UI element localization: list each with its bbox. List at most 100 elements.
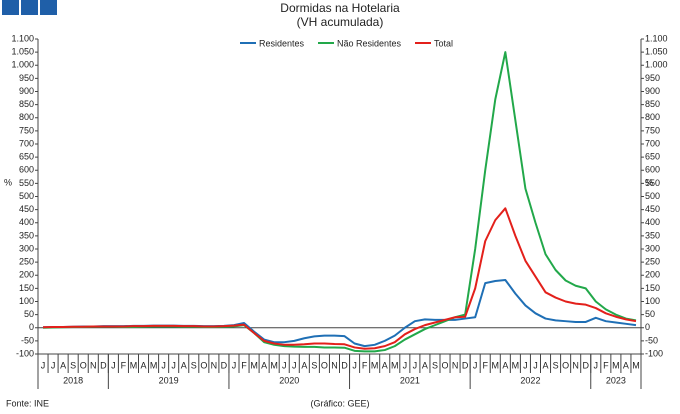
logo-square <box>21 0 38 15</box>
x-tick-label: M <box>492 360 500 370</box>
x-tick-label: M <box>371 360 379 370</box>
x-tick-label: F <box>482 360 488 370</box>
y-tick-label: 800 <box>19 112 34 122</box>
x-tick-label: J <box>232 360 237 370</box>
x-tick-label: J <box>352 360 357 370</box>
y2-axis-label: % <box>645 177 653 187</box>
y2-tick-label: 850 <box>645 99 660 109</box>
x-tick-label: A <box>181 360 187 370</box>
x-tick-label: M <box>150 360 158 370</box>
y-tick-label: 650 <box>19 152 34 162</box>
x-tick-label: D <box>221 360 228 370</box>
y2-tick-label: 50 <box>645 309 655 319</box>
x-tick-label: D <box>582 360 589 370</box>
y-tick-label: 500 <box>19 191 34 201</box>
x-tick-label: S <box>553 360 559 370</box>
x-tick-label: S <box>70 360 76 370</box>
x-tick-label: O <box>80 360 87 370</box>
y-tick-label: -50 <box>21 335 34 345</box>
y2-tick-label: 900 <box>645 86 660 96</box>
x-tick-label: D <box>341 360 348 370</box>
y2-tick-label: 950 <box>645 73 660 83</box>
y-tick-label: 400 <box>19 217 34 227</box>
x-tick-label: N <box>331 360 338 370</box>
x-tick-label: A <box>60 360 66 370</box>
y2-tick-label: 700 <box>645 138 660 148</box>
x-tick-label: M <box>130 360 138 370</box>
y-tick-label: 900 <box>19 86 34 96</box>
x-tick-label: N <box>211 360 218 370</box>
year-label: 2023 <box>606 375 626 385</box>
x-tick-label: A <box>141 360 147 370</box>
y2-tick-label: 400 <box>645 217 660 227</box>
series-line <box>42 207 637 350</box>
y-tick-label: 100 <box>19 296 34 306</box>
y2-tick-label: 100 <box>645 296 660 306</box>
x-tick-label: O <box>442 360 449 370</box>
y2-tick-label: 0 <box>645 322 650 332</box>
x-tick-label: A <box>301 360 307 370</box>
y-tick-label: 450 <box>19 204 34 214</box>
y-tick-label: 50 <box>24 309 34 319</box>
y-tick-label: 150 <box>19 283 34 293</box>
x-tick-label: M <box>391 360 399 370</box>
x-tick-label: S <box>311 360 317 370</box>
x-tick-label: A <box>422 360 428 370</box>
y-tick-label: 250 <box>19 257 34 267</box>
logo-square <box>40 0 57 15</box>
x-tick-label: N <box>452 360 459 370</box>
x-tick-label: S <box>191 360 197 370</box>
x-tick-label: F <box>603 360 609 370</box>
source: Fonte: INE <box>6 398 49 408</box>
y-tick-label: 550 <box>19 178 34 188</box>
year-label: 2019 <box>159 375 179 385</box>
y2-tick-label: 800 <box>645 112 660 122</box>
x-tick-label: J <box>533 360 538 370</box>
y2-tick-label: 350 <box>645 230 660 240</box>
chart-title: Dormidas na Hotelaria <box>280 1 400 15</box>
x-tick-label: D <box>100 360 107 370</box>
y2-tick-label: 750 <box>645 125 660 135</box>
x-tick-label: J <box>41 360 46 370</box>
x-tick-label: A <box>623 360 629 370</box>
x-tick-label: J <box>403 360 408 370</box>
y2-tick-label: 1.000 <box>645 60 668 70</box>
x-tick-label: J <box>523 360 528 370</box>
y2-tick-label: 1.100 <box>645 33 668 43</box>
year-label: 2020 <box>279 375 299 385</box>
y-tick-label: 600 <box>19 165 34 175</box>
y2-tick-label: 600 <box>645 165 660 175</box>
y-tick-label: 0 <box>29 322 34 332</box>
y-tick-label: -100 <box>16 348 34 358</box>
y-tick-label: 300 <box>19 243 34 253</box>
y2-tick-label: 450 <box>645 204 660 214</box>
y-tick-label: 700 <box>19 138 34 148</box>
y2-tick-label: 1.050 <box>645 47 668 57</box>
x-tick-label: O <box>321 360 328 370</box>
x-tick-label: N <box>572 360 579 370</box>
legend-label: Residentes <box>259 38 305 48</box>
x-tick-label: O <box>200 360 207 370</box>
y2-tick-label: 500 <box>645 191 660 201</box>
y2-tick-label: 200 <box>645 270 660 280</box>
y-tick-label: 350 <box>19 230 34 240</box>
y2-tick-label: 150 <box>645 283 660 293</box>
x-tick-label: F <box>241 360 247 370</box>
y-tick-label: 850 <box>19 99 34 109</box>
year-label: 2021 <box>400 375 420 385</box>
y-tick-label: 950 <box>19 73 34 83</box>
year-label: 2018 <box>63 375 83 385</box>
series-line <box>42 51 637 353</box>
x-tick-label: M <box>612 360 620 370</box>
y-tick-label: 1.100 <box>11 33 34 43</box>
y-tick-label: 1.050 <box>11 47 34 57</box>
y-tick-label: 200 <box>19 270 34 280</box>
x-tick-label: M <box>270 360 278 370</box>
y2-tick-label: -100 <box>645 348 663 358</box>
x-tick-label: F <box>121 360 127 370</box>
x-tick-label: A <box>543 360 549 370</box>
y2-tick-label: 650 <box>645 152 660 162</box>
x-tick-label: O <box>562 360 569 370</box>
x-tick-label: D <box>462 360 469 370</box>
